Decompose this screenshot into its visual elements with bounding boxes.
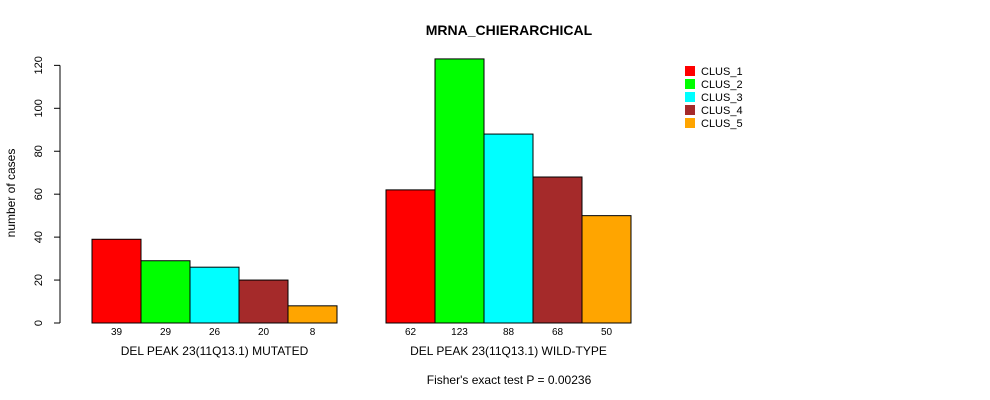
bar-value-label: 88	[503, 327, 515, 338]
legend-swatch	[685, 79, 695, 89]
bar-value-label: 29	[160, 327, 172, 338]
bar-value-label: 68	[552, 327, 564, 338]
bar	[238, 279, 289, 324]
bar-value-label: 62	[405, 327, 417, 338]
bar	[91, 238, 142, 324]
bar-value-label: 123	[451, 327, 468, 338]
legend-swatch	[685, 105, 695, 115]
bar	[140, 260, 191, 324]
group-label: DEL PEAK 23(11Q13.1) WILD-TYPE	[410, 344, 607, 358]
y-tick-label: 60	[33, 188, 45, 200]
y-tick-label: 80	[33, 145, 45, 157]
bar	[189, 266, 240, 324]
bar-value-label: 20	[258, 327, 270, 338]
y-tick-label: 40	[33, 231, 45, 243]
legend-swatch	[685, 92, 695, 102]
legend-label: CLUS_5	[701, 118, 743, 130]
bar	[532, 176, 583, 324]
y-tick-label: 0	[33, 320, 45, 326]
y-axis-label: number of cases	[4, 149, 18, 238]
bar-value-label: 39	[111, 327, 123, 338]
y-tick-label: 100	[33, 99, 45, 117]
y-tick-label: 120	[33, 56, 45, 74]
bar	[581, 215, 632, 324]
footnote: Fisher's exact test P = 0.00236	[427, 373, 592, 387]
legend-swatch	[685, 66, 695, 76]
y-tick-label: 20	[33, 274, 45, 286]
bar	[483, 133, 534, 324]
bar	[385, 189, 436, 324]
legend-label: CLUS_1	[701, 66, 743, 78]
bar-value-label: 50	[601, 327, 613, 338]
y-axis: 0 20 40 60 80 100 120	[33, 56, 61, 326]
bar	[434, 58, 485, 324]
bar-value-label: 8	[310, 327, 316, 338]
group-label: DEL PEAK 23(11Q13.1) MUTATED	[121, 344, 309, 358]
bar	[287, 305, 338, 324]
legend-swatch	[685, 118, 695, 128]
legend-label: CLUS_4	[701, 105, 743, 117]
bar-value-label: 26	[209, 327, 221, 338]
legend-label: CLUS_2	[701, 79, 743, 91]
legend-label: CLUS_3	[701, 92, 743, 104]
chart-title: MRNA_CHIERARCHICAL	[426, 22, 593, 38]
